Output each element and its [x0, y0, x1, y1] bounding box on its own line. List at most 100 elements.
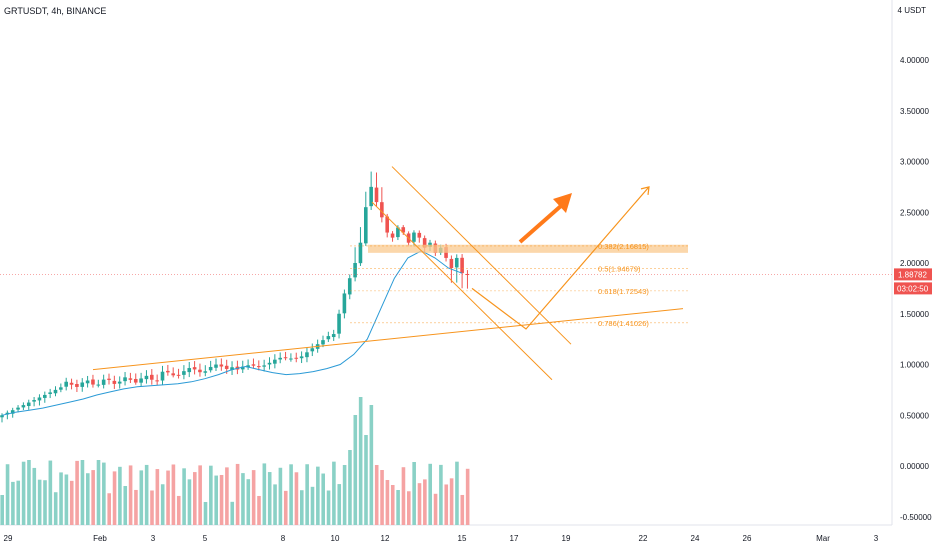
candle-body	[305, 352, 309, 358]
volume-bar	[21, 461, 26, 525]
candle-body	[160, 371, 165, 381]
candle-body	[96, 384, 101, 386]
candle-body	[219, 364, 224, 367]
volume-bar	[257, 495, 261, 525]
candle-body	[364, 207, 368, 244]
candle-body	[166, 370, 170, 373]
volume-bar	[465, 468, 470, 525]
y-tick-label: 3.50000	[900, 107, 929, 116]
y-axis-unit: USDT	[904, 6, 926, 15]
x-tick-label: Mar	[816, 534, 830, 543]
candle-body	[80, 382, 85, 387]
fib-level-label: 0.5(1.94679)	[598, 264, 641, 273]
x-tick-label: 5	[203, 534, 208, 543]
y-tick-label: 3.00000	[900, 158, 929, 167]
candle-body	[43, 394, 47, 398]
volume-bar	[53, 492, 58, 525]
volume-bar	[123, 486, 128, 525]
volume-bar	[342, 465, 347, 525]
volume-bar	[5, 464, 10, 525]
volume-bar	[278, 467, 283, 525]
candle-body	[53, 389, 58, 394]
volume-bar	[48, 460, 53, 525]
volume-bar	[412, 462, 416, 525]
candle-body	[123, 377, 127, 382]
candle-body	[310, 348, 315, 352]
candle-body	[401, 227, 406, 233]
volume-bar	[160, 484, 165, 525]
candle-body	[224, 365, 229, 369]
volume-bar	[289, 464, 293, 525]
candle-body	[299, 356, 304, 359]
candle-body	[396, 227, 400, 238]
volume-bar	[337, 484, 342, 525]
volume-bar	[374, 465, 379, 525]
volume-bar	[80, 460, 85, 525]
x-tick-label: 12	[381, 534, 390, 543]
channel-lower-line	[371, 201, 553, 381]
candle-body	[358, 242, 363, 264]
candle-body	[342, 293, 347, 314]
volume-bar	[455, 461, 459, 525]
volume-bar	[155, 469, 160, 525]
candle-body	[347, 278, 352, 295]
moving-average-line	[1, 250, 463, 416]
volume-bar	[96, 460, 101, 525]
candle-body	[150, 374, 154, 380]
candle-body	[326, 336, 331, 340]
candle-body	[331, 334, 336, 338]
volume-bar	[43, 480, 47, 525]
candle-body	[390, 233, 395, 238]
candle-body	[289, 358, 293, 360]
volume-bar	[423, 479, 427, 525]
candle-body	[176, 374, 181, 376]
volume-bar	[102, 462, 106, 525]
x-tick-label: 17	[510, 534, 519, 543]
volume-bar	[75, 460, 79, 525]
projected-path	[471, 186, 650, 330]
volume-bar	[91, 470, 95, 525]
bullish-arrow-head	[553, 193, 572, 213]
y-tick-label: 4.00000	[900, 56, 929, 65]
candle-body	[144, 375, 149, 380]
volume-bar	[439, 464, 443, 525]
candle-body	[26, 402, 31, 406]
volume-bar	[433, 493, 438, 525]
candle-body	[128, 378, 133, 380]
y-tick-label: 2.50000	[900, 208, 929, 217]
ascending-trendline	[92, 308, 684, 371]
candle-body	[203, 371, 208, 373]
y-axis-unit-label: 4 USDT	[898, 6, 926, 15]
candle-body	[21, 405, 26, 408]
candle-body	[37, 397, 42, 401]
volume-bar	[37, 479, 42, 525]
volume-bar	[209, 465, 213, 525]
volume-bar	[32, 467, 37, 525]
volume-bar	[107, 493, 111, 525]
volume-bar	[214, 475, 218, 525]
volume-bar	[0, 495, 4, 525]
volume-bar	[16, 480, 21, 525]
volume-bar	[230, 501, 235, 525]
candle-body	[417, 232, 422, 238]
volume-bar	[246, 479, 251, 525]
y-axis-top-label: 4	[897, 6, 902, 15]
resistance-zone	[368, 244, 688, 253]
y-tick-label: 1.50000	[900, 310, 929, 319]
volume-bar	[59, 472, 63, 525]
volume-bar	[241, 473, 245, 525]
x-tick-label: 26	[743, 534, 752, 543]
candle-body	[257, 366, 261, 368]
volume-bar	[300, 490, 304, 525]
x-tick-label: 3	[874, 534, 879, 543]
volume-bar	[305, 464, 309, 525]
volume-bar	[251, 470, 256, 525]
volume-bar	[166, 470, 170, 525]
candle-body	[449, 258, 454, 269]
volume-bar	[364, 435, 368, 525]
volume-bar	[139, 470, 144, 525]
y-tick-label: 0.50000	[900, 411, 929, 420]
candle-body	[273, 359, 277, 364]
x-tick-label: 3	[151, 534, 156, 543]
